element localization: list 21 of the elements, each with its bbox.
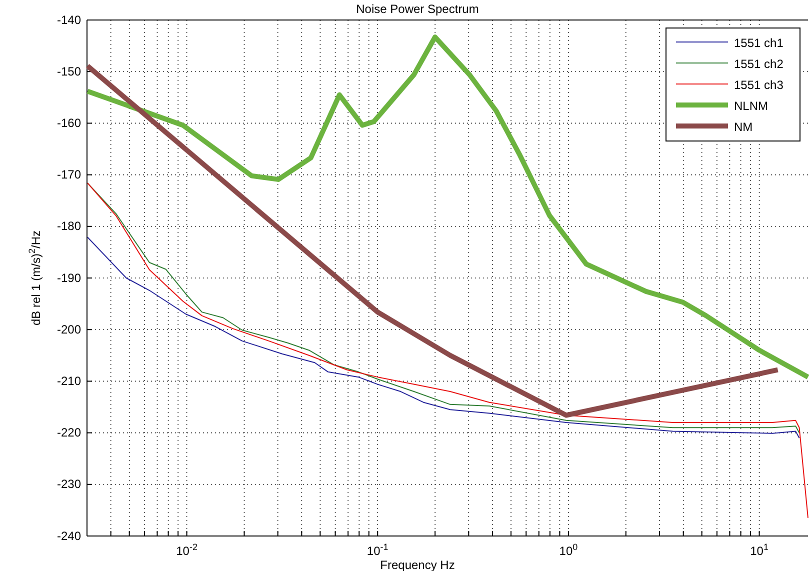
x-tick-label: 10$^{0}$ xyxy=(559,542,578,558)
x-tick-label: 10$^{-2}$ xyxy=(176,542,198,558)
x-tick-label: 10$^{-1}$ xyxy=(366,542,388,558)
y-tick-label: -230 xyxy=(56,477,82,492)
x-tick-label: 10$^{1}$ xyxy=(750,542,768,558)
y-tick-label: -220 xyxy=(56,426,82,440)
y-tick-label: -160 xyxy=(56,116,82,130)
y-tick-label: -180 xyxy=(56,219,82,234)
legend-label: 1551 ch1 xyxy=(734,36,784,50)
legend-label: 1551 ch3 xyxy=(734,78,784,92)
legend-label: 1551 ch2 xyxy=(734,57,784,71)
y-tick-label: -200 xyxy=(56,322,82,336)
legend-label: NM xyxy=(734,120,753,134)
y-tick-label: -140 xyxy=(56,12,82,27)
y-tick-label: -170 xyxy=(56,168,82,182)
y-tick-label: -210 xyxy=(56,374,82,388)
y-tick-label: -150 xyxy=(56,64,82,78)
y-tick-label: -240 xyxy=(56,528,82,543)
chart-title: Noise Power Spectrum xyxy=(356,2,479,16)
y-tick-label: -190 xyxy=(56,270,82,285)
legend-label: NLNM xyxy=(734,99,768,113)
